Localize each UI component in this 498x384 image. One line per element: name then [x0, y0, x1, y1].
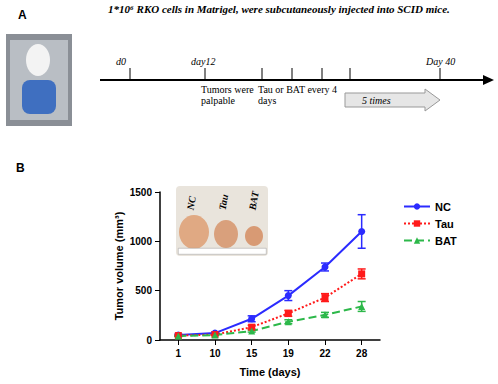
svg-text:1000: 1000 [130, 236, 153, 247]
html-text:A: A [18, 8, 27, 22]
svg-text:15: 15 [246, 348, 258, 359]
html-text:day12: day12 [191, 56, 216, 67]
svg-text:Tau: Tau [435, 218, 454, 230]
svg-text:19: 19 [283, 348, 295, 359]
html-text:1*10⁶ RKO cells in Matrigel, w: 1*10⁶ RKO cells in Matrigel, were subcut… [108, 3, 450, 15]
svg-text:0: 0 [146, 335, 152, 346]
svg-text:Tumor volume (mm³): Tumor volume (mm³) [113, 211, 125, 320]
svg-text:BAT: BAT [246, 190, 260, 212]
html-text:Day 40: Day 40 [426, 56, 456, 67]
svg-text:22: 22 [319, 348, 331, 359]
svg-text:1: 1 [176, 348, 182, 359]
html-text:d0: d0 [116, 56, 126, 67]
svg-text:Time (days): Time (days) [240, 366, 301, 378]
svg-text:10: 10 [209, 348, 221, 359]
svg-text:NC: NC [435, 201, 451, 213]
svg-text:1500: 1500 [130, 187, 153, 198]
svg-text:BAT: BAT [435, 235, 457, 247]
svg-text:Tau: Tau [217, 193, 231, 211]
svg-text:28: 28 [356, 348, 368, 359]
html-text:Tumors were palpable: Tumors were palpable [201, 84, 254, 106]
svg-text:NC: NC [184, 195, 197, 212]
html-text:Tau or BAT every 4 days: Tau or BAT every 4 days [258, 84, 338, 106]
svg-text:500: 500 [135, 285, 152, 296]
html-text:5 times: 5 times [362, 95, 391, 106]
html-text:B: B [16, 161, 25, 175]
